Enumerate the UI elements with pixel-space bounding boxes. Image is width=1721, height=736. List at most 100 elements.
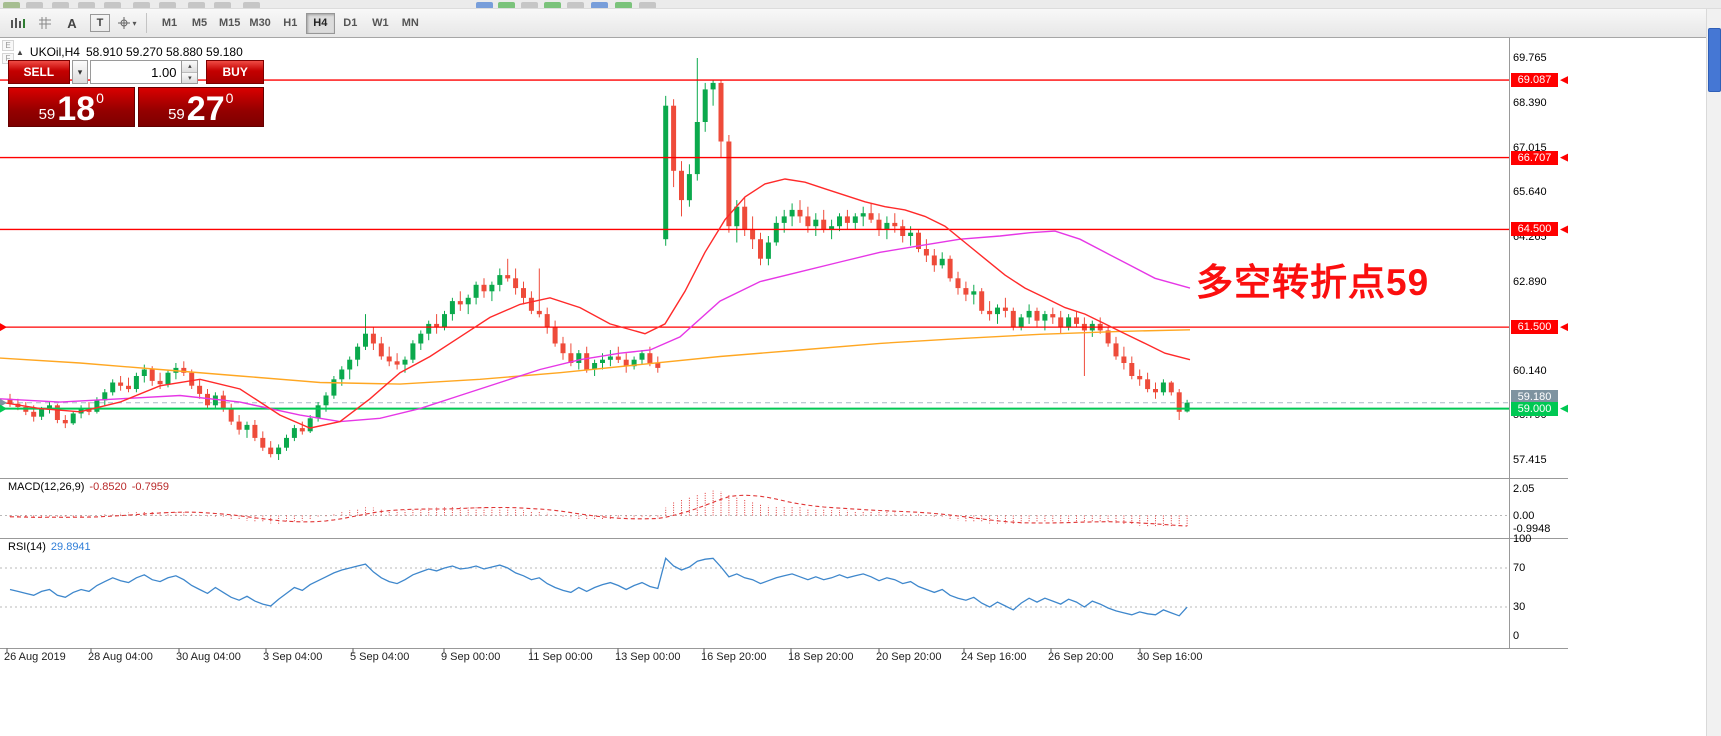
vertical-scrollbar[interactable] (1706, 9, 1721, 736)
timeframe-button-D1[interactable]: D1 (343, 17, 358, 29)
price-axis-label: 67.015 (1513, 141, 1547, 154)
timeframe-buttons: M1 M5 M15 M30 H1 H4 D1 W1 MN (155, 12, 426, 34)
timeframe-button-M15[interactable]: M15 (219, 17, 241, 29)
time-axis-label: 16 Sep 20:00 (701, 651, 767, 663)
timeframe-button-H1[interactable]: H1 (283, 17, 298, 29)
chevron-down-icon: ▾ (132, 18, 137, 28)
expert-icon-e: E (2, 40, 14, 51)
price-axis-label: 65.640 (1513, 186, 1547, 199)
time-axis-label: 30 Aug 04:00 (176, 651, 241, 663)
sell-button[interactable]: SELL (8, 60, 70, 84)
toolbar-top-row (0, 0, 1721, 9)
time-axis-label: 20 Sep 20:00 (876, 651, 942, 663)
timeframe-button-MN[interactable]: MN (401, 17, 419, 29)
macd-axis-label: 2.05 (1513, 482, 1535, 495)
timeframe-button-M5[interactable]: M5 (191, 17, 208, 29)
scrollbar-thumb[interactable] (1708, 28, 1721, 92)
toolbar-icon-partial[interactable] (52, 2, 69, 8)
rsi-name: RSI(14) (8, 541, 46, 553)
time-axis-label: 13 Sep 00:00 (615, 651, 681, 663)
buy-price-major: 59 (168, 106, 185, 123)
rsi-indicator-label: RSI(14) 29.8941 (8, 541, 91, 553)
price-level-label: 64.500 (1511, 222, 1558, 237)
buy-price-display[interactable]: 59 27 0 (137, 87, 264, 129)
timeframe-button-M1[interactable]: M1 (161, 17, 178, 29)
toolbar-icon-partial[interactable] (639, 2, 656, 8)
bid-price-label: 59.180 (1511, 389, 1558, 404)
time-axis-label: 5 Sep 04:00 (350, 651, 410, 663)
toolbar-icon-partial[interactable] (615, 2, 632, 8)
toolbar-icon-partial[interactable] (104, 2, 121, 8)
rsi-axis-label: 100 (1513, 532, 1532, 545)
price-axis-label: 69.765 (1513, 52, 1547, 64)
trade-prices-row: 59 18 0 59 27 0 (8, 87, 264, 127)
time-axis-label: 26 Sep 20:00 (1048, 651, 1114, 663)
text-tool-icon[interactable]: A (67, 15, 77, 31)
crosshair-tool-icon[interactable]: ▾ (114, 12, 140, 34)
one-click-trading-panel: SELL ▾ ▴ ▾ BUY 59 18 0 59 27 0 (8, 60, 264, 127)
toolbar-icon-partial[interactable] (567, 2, 584, 8)
buy-button[interactable]: BUY (206, 60, 264, 84)
macd-axis-label: -0.9948 (1513, 522, 1551, 535)
toolbar-icon-partial[interactable] (476, 2, 493, 8)
price-axis-label: 68.390 (1513, 96, 1547, 109)
toolbar-icon-partial[interactable] (544, 2, 561, 8)
label-tool-icon[interactable]: T (90, 14, 110, 32)
toolbar-icon-partial[interactable] (133, 2, 150, 8)
rsi-axis-label: 70 (1513, 562, 1526, 574)
one-click-collapse-icon[interactable]: ▲ (16, 47, 24, 57)
toolbar-icon-partial[interactable] (498, 2, 515, 8)
timeframe-button-M30[interactable]: M30 (249, 17, 271, 29)
buy-price-pips: 27 (186, 90, 225, 129)
chart-header: ▲ UKOil,H4 58.910 59.270 58.880 59.180 (16, 45, 243, 59)
timeframe-button-H4[interactable]: H4 (305, 12, 335, 34)
grid-icon[interactable] (32, 12, 58, 34)
time-axis-label: 9 Sep 00:00 (441, 651, 501, 663)
time-axis-label: 24 Sep 16:00 (961, 651, 1027, 663)
toolbar-icon-partial[interactable] (591, 2, 608, 8)
price-level-label: 69.087 (1511, 73, 1558, 88)
symbol-timeframe-label: UKOil,H4 (29, 45, 80, 59)
price-axis-label: 57.415 (1513, 454, 1547, 467)
rsi-axis-label: 0 (1513, 630, 1520, 643)
price-level-label: 66.707 (1511, 150, 1558, 165)
chart-annotation-text: 多空转折点59 (1196, 262, 1430, 303)
time-axis-label: 30 Sep 16:00 (1137, 651, 1203, 663)
ohlc-values: 58.910 59.270 58.880 59.180 (85, 45, 243, 59)
volume-stepper: ▴ ▾ (182, 60, 199, 84)
macd-value-1: -0.8520 (89, 481, 127, 493)
toolbar-icon-partial[interactable] (214, 2, 231, 8)
buy-price-point: 0 (225, 90, 234, 106)
volume-increase-button[interactable]: ▴ (182, 61, 198, 73)
time-axis-label: 11 Sep 00:00 (528, 651, 593, 663)
time-axis-label: 26 Aug 2019 (4, 651, 66, 663)
volume-decrease-button[interactable]: ▾ (182, 72, 198, 83)
toolbar-charts-row: A T ▾ M1 M5 M15 M30 H1 H4 D1 W1 MN (0, 9, 1721, 38)
time-axis-label: 18 Sep 20:00 (788, 651, 854, 663)
toolbar-icon-partial[interactable] (159, 2, 176, 8)
bar-chart-mode-icon[interactable] (5, 12, 31, 34)
trade-controls-row: SELL ▾ ▴ ▾ BUY (8, 60, 264, 84)
toolbar-icon-partial[interactable] (188, 2, 205, 8)
timeframe-button-W1[interactable]: W1 (372, 17, 389, 29)
sell-price-display[interactable]: 59 18 0 (8, 87, 135, 127)
order-options-dropdown[interactable]: ▾ (71, 60, 89, 84)
toolbar-icon-partial[interactable] (243, 2, 260, 8)
price-level-label: 59.000 (1511, 401, 1558, 416)
time-axis-label: 3 Sep 04:00 (263, 651, 323, 663)
volume-input[interactable] (90, 60, 183, 84)
toolbar-icon-partial[interactable] (26, 2, 43, 8)
macd-name: MACD(12,26,9) (8, 481, 85, 493)
toolbar-icon-partial[interactable] (521, 2, 538, 8)
sell-price-major: 59 (38, 106, 56, 123)
sell-price-point: 0 (96, 90, 104, 106)
toolbar-icon-partial[interactable] (78, 2, 95, 8)
sell-price-pips: 18 (57, 90, 96, 129)
price-level-label: 61.500 (1511, 320, 1558, 335)
rsi-value: 29.8941 (50, 541, 91, 553)
toolbar-icon-partial[interactable] (3, 2, 20, 8)
macd-value-2: -0.7959 (131, 481, 170, 493)
rsi-axis-label: 30 (1513, 601, 1526, 613)
